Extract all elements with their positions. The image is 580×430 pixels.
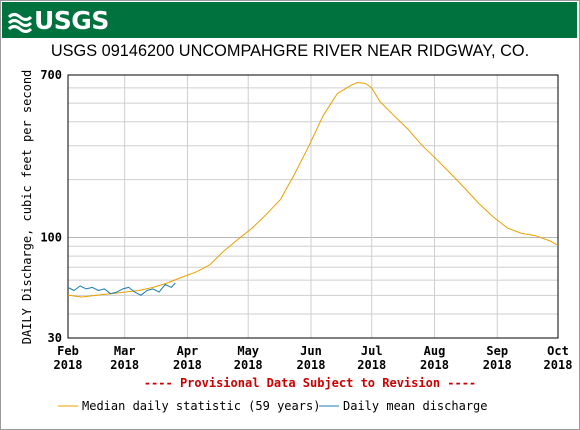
x-tick-year: 2018 (173, 358, 202, 372)
plot-border (67, 74, 559, 339)
x-tick-year: 2018 (297, 358, 326, 372)
provisional-note: ---- Provisional Data Subject to Revisio… (144, 376, 476, 390)
legend-label-median: Median daily statistic (59 years) (82, 399, 320, 413)
x-tick-month: Sep (486, 344, 508, 358)
x-tick-month: Aug (424, 344, 446, 358)
x-tick-month: Mar (114, 344, 136, 358)
usgs-logo[interactable]: USGS (8, 6, 109, 36)
y-axis-label: DAILY Discharge, cubic feet per second (20, 70, 34, 345)
usgs-banner: USGS (2, 2, 577, 38)
x-tick-year: 2018 (483, 358, 512, 372)
x-tick-year: 2018 (234, 358, 263, 372)
x-tick-year: 2018 (357, 358, 386, 372)
x-tick-month: Jul (361, 344, 383, 358)
y-tick-label: 700 (40, 68, 62, 82)
x-tick-month: Apr (177, 344, 199, 358)
x-tick-year: 2018 (110, 358, 139, 372)
x-tick-year: 2018 (420, 358, 449, 372)
y-tick-label: 100 (40, 230, 62, 244)
y-tick-label: 30 (48, 331, 62, 345)
legend-label-daily: Daily mean discharge (343, 399, 488, 413)
median-series-line (67, 82, 559, 298)
usgs-wave-icon (8, 13, 32, 33)
x-tick-year: 2018 (54, 358, 83, 372)
x-tick-year: 2018 (544, 358, 573, 372)
x-tick-month: Feb (57, 344, 79, 358)
x-tick-month: Oct (547, 344, 569, 358)
daily-series-line (67, 282, 176, 296)
chart-title: USGS 09146200 UNCOMPAHGRE RIVER NEAR RID… (50, 41, 530, 60)
logo-text: USGS (34, 6, 109, 35)
x-tick-month: May (237, 344, 259, 358)
x-tick-month: Jun (300, 344, 322, 358)
